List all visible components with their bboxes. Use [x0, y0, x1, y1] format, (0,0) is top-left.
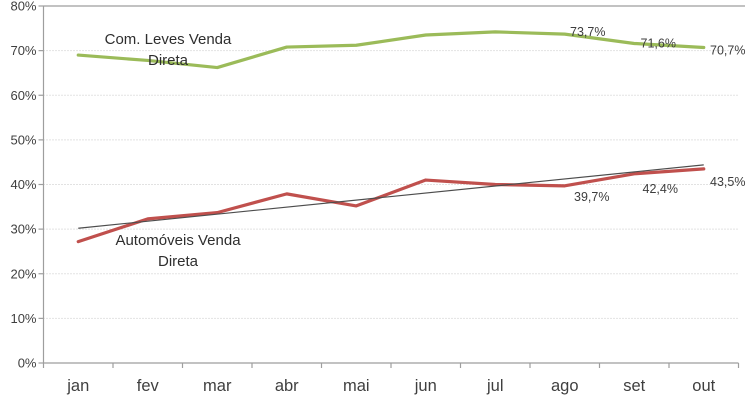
data-label: 39,7%: [574, 190, 609, 204]
data-label: 43,5%: [710, 175, 745, 189]
y-axis-label: 30%: [10, 222, 36, 237]
y-axis-label: 0%: [18, 356, 37, 371]
series-name-automoveis-line2: Direta: [158, 253, 199, 270]
y-axis-label: 20%: [10, 266, 36, 281]
series-line-automoveis: [76, 167, 706, 244]
y-axis-label: 10%: [10, 311, 36, 326]
trendline: [78, 164, 704, 229]
x-axis-label-mai: mai: [343, 377, 370, 395]
x-axis-label-ago: ago: [551, 377, 579, 395]
y-axis-label: 60%: [10, 88, 36, 103]
data-label: 42,4%: [643, 182, 678, 196]
data-label: 70,7%: [710, 44, 745, 58]
y-axis-label: 40%: [10, 177, 36, 192]
x-axis-label-fev: fev: [137, 377, 160, 395]
x-axis-label-mar: mar: [203, 377, 232, 395]
x-axis-label-jul: jul: [486, 377, 504, 395]
x-axis-label-jan: jan: [66, 377, 89, 395]
series-name-automoveis-line1: Automóveis Venda: [115, 232, 241, 249]
x-axis-label-abr: abr: [275, 377, 299, 395]
y-axis-label: 50%: [10, 132, 36, 147]
y-axis-label: 70%: [10, 43, 36, 58]
data-label: 71,6%: [641, 36, 676, 50]
x-axis-label-out: out: [692, 377, 715, 395]
series-name-com-leves-line2: Direta: [148, 52, 189, 69]
series-name-com-leves-line1: Com. Leves Venda: [105, 31, 232, 48]
x-axis-label-jun: jun: [414, 377, 437, 395]
data-label: 73,7%: [570, 25, 605, 39]
series-line-com-leves: [76, 30, 706, 70]
x-axis-label-set: set: [623, 377, 645, 395]
y-axis-label: 80%: [10, 0, 36, 14]
